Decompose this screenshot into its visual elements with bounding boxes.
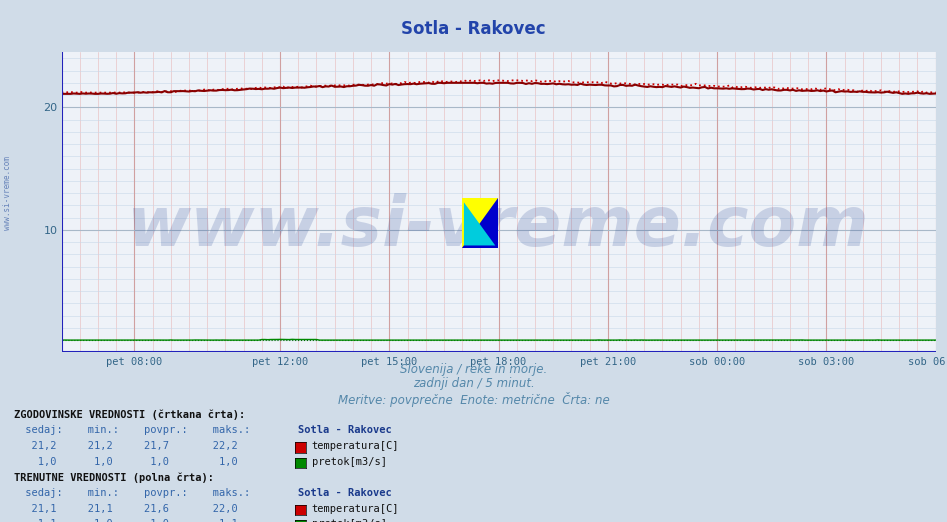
Text: 1,1      1,0      1,0        1,1: 1,1 1,0 1,0 1,1 (19, 519, 238, 522)
Text: pretok[m3/s]: pretok[m3/s] (312, 519, 386, 522)
Text: www.si-vreme.com: www.si-vreme.com (127, 193, 870, 260)
Text: Slovenija / reke in morje.: Slovenija / reke in morje. (400, 363, 547, 376)
Text: sedaj:    min.:    povpr.:    maks.:: sedaj: min.: povpr.: maks.: (19, 488, 250, 498)
Text: Sotla - Rakovec: Sotla - Rakovec (402, 20, 545, 38)
Polygon shape (464, 203, 495, 245)
Text: zadnji dan / 5 minut.: zadnji dan / 5 minut. (413, 377, 534, 390)
Text: Sotla - Rakovec: Sotla - Rakovec (298, 425, 392, 435)
Text: 21,1     21,1     21,6       22,0: 21,1 21,1 21,6 22,0 (19, 504, 238, 514)
Text: 1,0      1,0      1,0        1,0: 1,0 1,0 1,0 1,0 (19, 457, 238, 467)
Text: 21,2     21,2     21,7       22,2: 21,2 21,2 21,7 22,2 (19, 441, 238, 451)
Text: temperatura[C]: temperatura[C] (312, 504, 399, 514)
Text: ZGODOVINSKE VREDNOSTI (črtkana črta):: ZGODOVINSKE VREDNOSTI (črtkana črta): (14, 410, 245, 420)
Text: Meritve: povprečne  Enote: metrične  Črta: ne: Meritve: povprečne Enote: metrične Črta:… (338, 392, 609, 407)
Polygon shape (462, 198, 498, 248)
Text: pretok[m3/s]: pretok[m3/s] (312, 457, 386, 467)
Polygon shape (462, 198, 498, 248)
Text: TRENUTNE VREDNOSTI (polna črta):: TRENUTNE VREDNOSTI (polna črta): (14, 472, 214, 483)
Text: sedaj:    min.:    povpr.:    maks.:: sedaj: min.: povpr.: maks.: (19, 425, 250, 435)
Text: Sotla - Rakovec: Sotla - Rakovec (298, 488, 392, 498)
Text: temperatura[C]: temperatura[C] (312, 441, 399, 451)
Text: www.si-vreme.com: www.si-vreme.com (3, 156, 12, 230)
